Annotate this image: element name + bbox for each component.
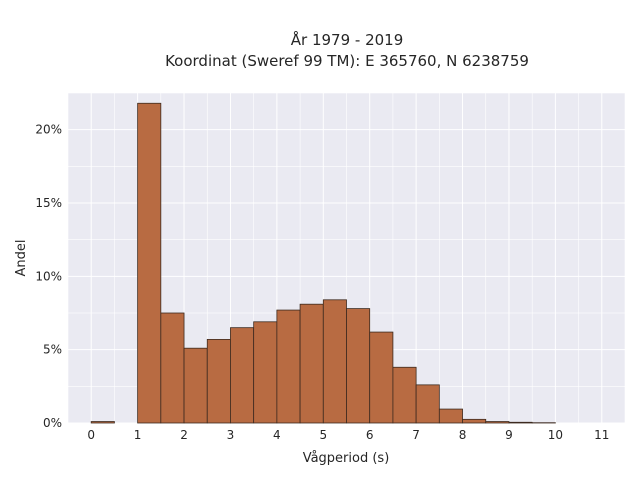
histogram-bar	[485, 421, 510, 424]
x-axis-label: Vågperiod (s)	[303, 451, 390, 466]
x-tick-label: 4	[273, 428, 281, 442]
histogram-bar	[90, 421, 115, 424]
x-tick-label: 2	[180, 428, 188, 442]
x-tick-label: 6	[366, 428, 374, 442]
histogram-bar	[183, 347, 208, 424]
x-tick-label: 8	[459, 428, 467, 442]
histogram-bars	[90, 102, 556, 424]
histogram-bar	[438, 408, 463, 424]
histogram-bar	[415, 384, 440, 424]
histogram-bar	[299, 303, 324, 424]
histogram-bar	[346, 308, 371, 424]
x-tick-label: 9	[505, 428, 513, 442]
histogram-bar	[462, 418, 487, 424]
x-tick-label: 1	[134, 428, 142, 442]
histogram-bar	[322, 299, 347, 424]
x-tick-label: 5	[319, 428, 327, 442]
x-tick-label: 10	[548, 428, 563, 442]
y-tick-label: 20%	[35, 123, 62, 137]
x-tick-label: 7	[412, 428, 420, 442]
chart-title: År 1979 - 2019	[291, 30, 404, 49]
y-tick-label: 0%	[43, 416, 62, 430]
x-tick-labels: 0 1 2 3 4 5 6 7 8 9 10 11	[87, 428, 609, 442]
histogram-bar	[392, 366, 417, 424]
chart-subtitle: Koordinat (Sweref 99 TM): E 365760, N 62…	[165, 52, 529, 70]
histogram-bar	[206, 338, 231, 424]
y-axis-label: Andel	[14, 240, 29, 277]
histogram-bar	[276, 309, 301, 424]
histogram-bar	[253, 321, 278, 424]
histogram-bar	[230, 327, 255, 424]
y-tick-label: 5%	[43, 343, 62, 357]
y-tick-label: 15%	[35, 196, 62, 210]
histogram-bar	[137, 102, 162, 424]
x-tick-label: 11	[594, 428, 609, 442]
y-tick-label: 10%	[35, 269, 62, 283]
histogram-bar	[369, 331, 394, 424]
histogram-bar	[508, 421, 533, 424]
x-tick-label: 3	[227, 428, 235, 442]
histogram-bar	[160, 312, 185, 424]
x-tick-label: 0	[87, 428, 95, 442]
y-tick-labels: 0% 5% 10% 15% 20%	[35, 123, 62, 430]
